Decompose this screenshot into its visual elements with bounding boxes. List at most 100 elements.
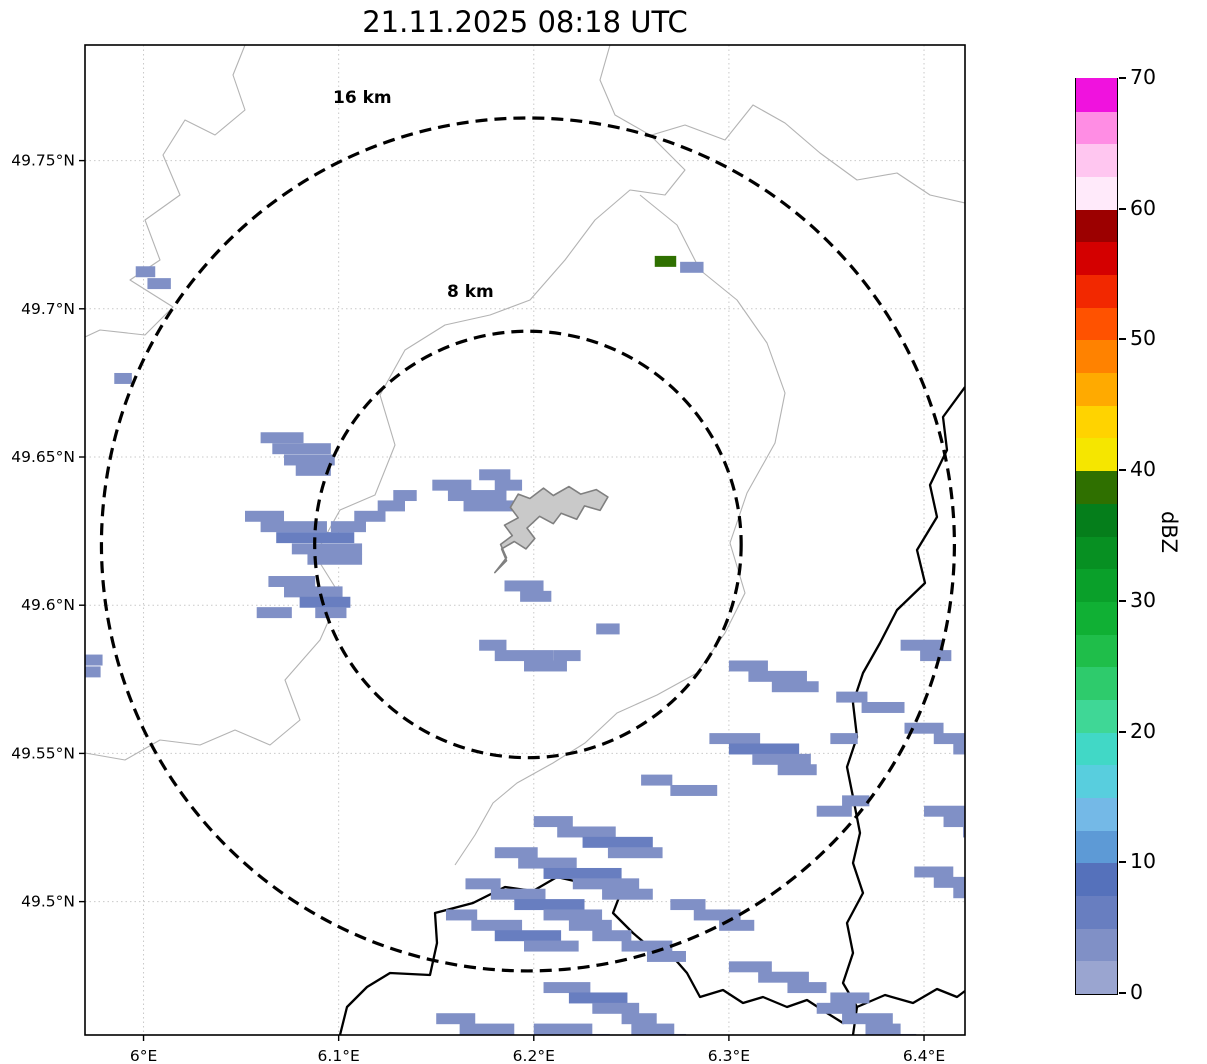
radar-echo-cell	[953, 743, 965, 755]
colorbar-segment	[1076, 306, 1117, 341]
colorbar-tick	[1119, 469, 1126, 472]
radar-echo-cell	[748, 670, 807, 682]
radar-echo-cell	[728, 660, 768, 672]
colorbar-tick-label: 60	[1130, 195, 1157, 220]
colorbar-segment	[1076, 927, 1117, 962]
colorbar-segment	[1076, 372, 1117, 406]
radar-echo-cell	[256, 607, 292, 619]
radar-echo-cell	[518, 857, 577, 869]
x-tick-label: 6.4°E	[903, 1047, 945, 1064]
radar-echo-cell	[524, 940, 579, 952]
admin-boundary-line	[85, 45, 246, 338]
colorbar-tick-label: 0	[1130, 980, 1144, 1004]
radar-echo-cell	[588, 1044, 627, 1055]
colorbar-segment	[1076, 699, 1117, 733]
radar-echo-cell	[85, 654, 103, 666]
radar-echo-cell	[728, 743, 800, 755]
radar-echo-cell	[471, 919, 523, 931]
radar-echo-cell	[494, 650, 554, 662]
y-tick-label: 49.75°N	[11, 152, 75, 170]
radar-echo-cell	[543, 867, 622, 879]
radar-echo-cell	[514, 899, 585, 911]
x-tick-label: 6.2°E	[513, 1047, 555, 1064]
radar-echo-cell	[135, 266, 156, 278]
radar-echo-cell	[816, 805, 852, 817]
radar-echo-cell	[728, 961, 772, 973]
colorbar-tick	[1119, 207, 1126, 210]
radar-echo-cell	[533, 816, 573, 828]
radar-echo-cell	[607, 847, 663, 859]
radar-echo-cell	[568, 919, 612, 931]
admin-boundary-line	[454, 194, 786, 866]
country-border-line	[856, 987, 965, 1009]
range-ring-16km	[99, 116, 957, 973]
radar-echo-cell	[494, 847, 538, 859]
colorbar-label: dBZ	[1157, 510, 1182, 554]
radar-echo-cell	[842, 795, 870, 807]
colorbar-tick-label: 70	[1130, 65, 1157, 89]
radar-echo-cell	[914, 866, 954, 878]
colorbar-segment	[1076, 241, 1117, 276]
radar-echo-cell	[933, 876, 965, 888]
colorbar-segment	[1076, 568, 1117, 602]
radar-echo-cell	[315, 607, 347, 619]
radar-echo-cell	[572, 878, 640, 890]
radar-echo-cell	[543, 909, 603, 921]
radar-echo-cell	[621, 940, 673, 952]
y-tick-label: 49.5°N	[21, 893, 75, 911]
radar-echo-cell	[596, 623, 620, 635]
radar-echo-cell	[842, 1013, 893, 1025]
x-tick-label: 6.1°E	[318, 1047, 360, 1064]
colorbar-tick	[1119, 77, 1126, 79]
x-tick-label: 6.3°E	[708, 1047, 750, 1064]
radar-echo-cell	[330, 521, 366, 533]
radar-echo-cell	[654, 255, 677, 267]
radar-echo-cell	[709, 733, 761, 745]
radar-echo-cell	[479, 639, 507, 651]
radar-echo-cell	[445, 909, 478, 921]
colorbar-segment	[1076, 797, 1117, 831]
colorbar-segment	[1076, 404, 1117, 439]
colorbar-tick-label: 30	[1130, 587, 1157, 612]
radar-echo-cell	[479, 469, 511, 481]
x-tick-label: 6°E	[130, 1047, 157, 1064]
radar-echo-cell	[307, 553, 363, 565]
radar-echo-cell	[670, 899, 706, 911]
radar-echo-cell	[900, 639, 944, 651]
radar-echo-cell	[432, 479, 472, 491]
radar-echo-cell	[758, 971, 809, 983]
radar-echo-cell	[582, 836, 653, 848]
colorbar-segment	[1076, 470, 1117, 504]
range-ring-8km	[313, 329, 743, 760]
colorbar-segment	[1076, 862, 1117, 896]
radar-echo-cell	[865, 1023, 901, 1035]
radar-echo-cell	[393, 490, 417, 502]
y-tick-label: 49.6°N	[21, 596, 75, 614]
radar-echo-cell	[592, 1002, 640, 1014]
city-outline	[493, 485, 609, 574]
radar-echo-cell	[260, 521, 327, 533]
country-border-line	[841, 386, 965, 1035]
radar-echo-cell	[268, 576, 316, 587]
colorbar-segment	[1076, 339, 1117, 374]
colorbar-segment	[1076, 895, 1117, 929]
radar-echo-cell	[354, 510, 386, 522]
colorbar-tick	[1119, 730, 1126, 733]
radar-echo-cell	[933, 733, 965, 745]
radar-echo-cell	[670, 784, 718, 796]
radar-echo-cell	[494, 930, 562, 942]
radar-echo-cell	[680, 261, 704, 273]
radar-echo-cell	[494, 479, 523, 491]
y-tick-label: 49.65°N	[11, 448, 75, 466]
colorbar-tick	[1119, 338, 1126, 341]
radar-echo-cell	[299, 596, 351, 608]
radar-echo-cell	[543, 982, 591, 994]
radar-echo-cell	[568, 992, 628, 1004]
radar-echo-cell	[436, 1013, 476, 1025]
colorbar-tick-label: 40	[1130, 457, 1157, 482]
colorbar-segment	[1076, 502, 1117, 537]
radar-echo-cell	[147, 278, 171, 290]
y-tick-label: 49.7°N	[21, 300, 75, 318]
